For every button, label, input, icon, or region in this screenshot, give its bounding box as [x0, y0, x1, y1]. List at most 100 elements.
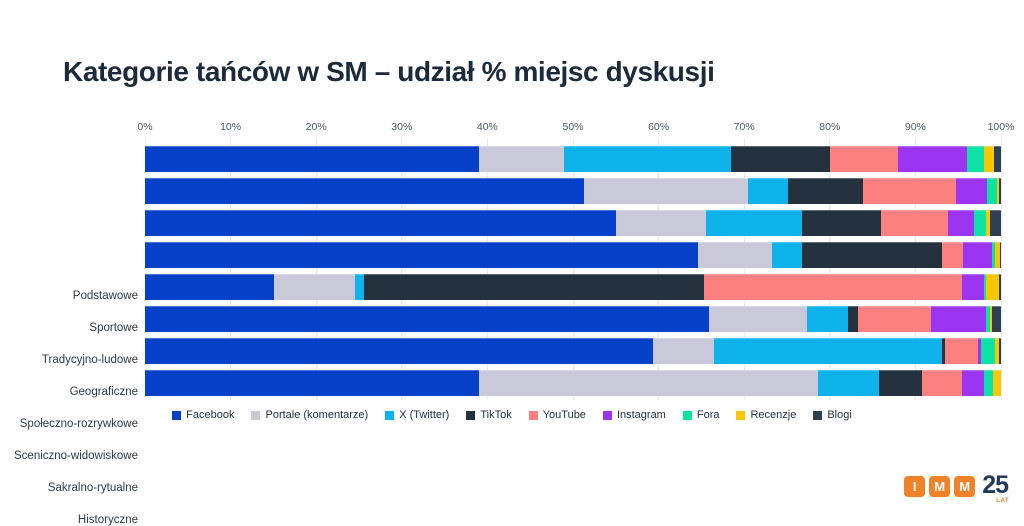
legend-item-portale-komentarze: Portale (komentarze)	[251, 409, 368, 421]
bar-segment-blogi	[994, 146, 1001, 172]
category-label: Sportowe	[89, 322, 138, 334]
bar-segment-youtube	[881, 210, 948, 236]
legend-item-instagram: Instagram	[602, 409, 666, 421]
category-label: Sceniczno-widowiskowe	[14, 450, 138, 462]
gridline	[829, 138, 831, 400]
bar-segment-instagram	[961, 274, 984, 300]
slide: Kategorie tańców w SM – udział % miejsc …	[14, 56, 1015, 526]
logo-tile: M	[954, 476, 976, 497]
bar-segment-blogi	[992, 306, 1001, 332]
logo-anniversary: 25 LAT	[982, 473, 1009, 505]
x-tick-label: 40%	[476, 121, 498, 133]
legend-swatch-icon	[682, 410, 692, 420]
bar-segment-fora	[983, 274, 987, 300]
bar-segment-facebook	[145, 242, 698, 268]
bar-segment-blogi	[999, 338, 1001, 364]
bar-row	[145, 178, 1001, 204]
bar-segment-instagram	[930, 306, 986, 332]
bar-segment-youtube	[858, 306, 931, 332]
legend-item-x-twitter: X (Twitter)	[385, 409, 449, 421]
legend-item-blogi: Blogi	[813, 409, 852, 421]
bar-segment-tiktok	[847, 306, 859, 332]
bar-segment-x-twitter	[714, 338, 942, 364]
logo-caption: LAT	[996, 498, 1009, 504]
bar-segment-facebook	[145, 370, 479, 396]
gridline	[144, 138, 146, 400]
gridline	[572, 138, 574, 400]
bar-segment-x-twitter	[748, 178, 788, 204]
bar-segment-tiktok	[801, 210, 882, 236]
legend-item-facebook: Facebook	[172, 409, 234, 421]
legend-label: X (Twitter)	[399, 409, 450, 421]
bar-segment-fora	[983, 370, 994, 396]
x-tick-label: 20%	[305, 121, 327, 133]
bar-segment-x-twitter	[354, 274, 365, 300]
legend-label: Instagram	[616, 409, 666, 421]
bar-segment-blogi	[1000, 242, 1001, 268]
category-label: Podstawowe	[72, 290, 138, 302]
bar-segment-facebook	[145, 178, 585, 204]
bar-segment-portale-komentarze	[584, 178, 749, 204]
legend-label: YouTube	[542, 409, 586, 421]
x-tick-label: 100%	[987, 121, 1015, 133]
legend-label: TikTok	[480, 409, 512, 421]
bar-segment-portale-komentarze	[274, 274, 355, 300]
bar-segment-tiktok	[731, 146, 830, 172]
gridline	[486, 138, 488, 400]
bar-segment-blogi	[999, 178, 1001, 204]
bar-segment-instagram	[977, 338, 982, 364]
bar-segment-tiktok	[879, 370, 923, 396]
bar-segment-fora	[981, 338, 995, 364]
bar-segment-facebook	[145, 210, 616, 236]
bar-row	[145, 242, 1001, 268]
bar-segment-facebook	[145, 338, 653, 364]
bar-row	[145, 306, 1001, 332]
legend-label: Portale (komentarze)	[265, 409, 369, 421]
bar-segment-x-twitter	[817, 370, 880, 396]
bar-segment-recenzje	[983, 146, 995, 172]
gridline	[315, 138, 317, 400]
bar-segment-youtube	[863, 178, 957, 204]
category-label: Historyczne	[77, 514, 138, 526]
legend-label: Recenzje	[750, 409, 797, 421]
bar-segment-youtube	[703, 274, 962, 300]
bar-segment-fora	[973, 210, 987, 236]
bar-segment-tiktok	[941, 338, 946, 364]
gridline	[230, 138, 232, 400]
gridline	[743, 138, 745, 400]
x-axis: 0% 10% 20% 30% 40% 50% 60% 70% 80% 90% 100%	[137, 121, 1014, 135]
gridline	[658, 138, 660, 400]
chart-title: Kategorie tańców w SM – udział % miejsc …	[63, 56, 715, 87]
x-tick-label: 60%	[648, 121, 670, 133]
legend-swatch-icon	[602, 410, 612, 420]
bar-segment-portale-komentarze	[709, 306, 807, 332]
bar-segment-portale-komentarze	[478, 146, 565, 172]
bar-segment-fora	[987, 178, 997, 204]
logo-tile: M	[929, 476, 951, 497]
legend-swatch-icon	[813, 410, 823, 420]
x-tick-label: 80%	[819, 121, 841, 133]
bar-segment-fora	[985, 306, 990, 332]
legend-swatch-icon	[172, 410, 182, 420]
bar-segment-facebook	[145, 274, 275, 300]
bar-segment-portale-komentarze	[478, 370, 818, 396]
category-label: Geograficzne	[69, 386, 138, 398]
bar-segment-portale-komentarze	[697, 242, 773, 268]
bar-segment-tiktok	[364, 274, 704, 300]
bar-segment-youtube	[829, 146, 899, 172]
legend-item-youtube: YouTube	[528, 409, 586, 421]
bar-segment-recenzje	[993, 370, 1001, 396]
category-label: Społeczno-rozrywkowe	[19, 418, 138, 430]
legend-label: Blogi	[827, 409, 852, 421]
bar-segment-x-twitter	[772, 242, 802, 268]
bar-row	[145, 274, 1001, 300]
legend-swatch-icon	[528, 410, 538, 420]
bar-segment-instagram	[963, 242, 992, 268]
bar-segment-x-twitter	[705, 210, 802, 236]
category-label: Sakralno-rytualne	[47, 482, 138, 494]
bar-segment-instagram	[956, 178, 988, 204]
x-tick-label: 0%	[137, 121, 153, 133]
legend-swatch-icon	[385, 410, 395, 420]
bar-segment-recenzje	[989, 306, 993, 332]
bar-segment-blogi	[989, 210, 1001, 236]
